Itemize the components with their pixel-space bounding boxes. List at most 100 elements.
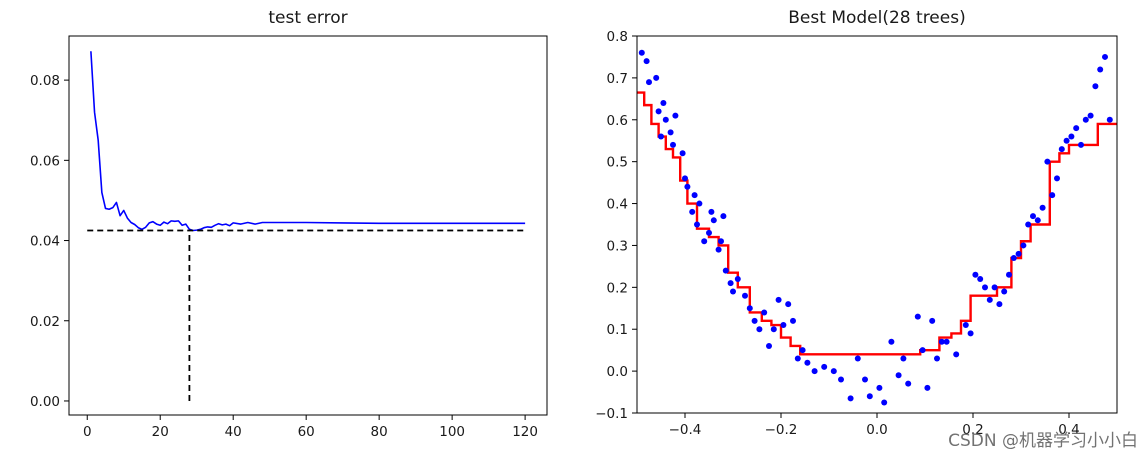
test-error-x-tick-label: 120 [512, 424, 538, 440]
best-model-data-point [722, 267, 729, 274]
best-model-data-point [862, 376, 868, 383]
best-model-y-tick-label: 0.1 [607, 322, 628, 338]
best-model-y-tick-label: 0.3 [607, 238, 628, 254]
best-model-data-point [967, 330, 974, 337]
best-model-data-point [1039, 204, 1046, 211]
best-model-data-point [660, 100, 667, 107]
best-model-data-point [1068, 133, 1075, 140]
best-model-data-point [830, 368, 837, 375]
best-model-data-point [794, 355, 801, 362]
best-model-data-point [667, 129, 674, 136]
best-model-data-point [679, 150, 686, 157]
best-model-data-point [938, 338, 945, 345]
best-model-data-point [761, 309, 768, 316]
best-model-data-point [1049, 192, 1056, 199]
best-model-data-point [694, 221, 700, 228]
best-model-data-point [1087, 112, 1094, 119]
best-model-data-point [670, 141, 676, 148]
test-error-error-line [90, 51, 526, 232]
best-model-data-point [691, 192, 698, 199]
best-model-data-point [1044, 158, 1051, 165]
best-model-data-point [996, 301, 1003, 308]
test-error-y-tick-label: 0.08 [30, 73, 60, 89]
best-model-data-point [1006, 271, 1012, 278]
test-error-y-tick-label: 0.02 [30, 314, 60, 330]
best-model-data-point [1106, 116, 1113, 123]
best-model-y-tick-label: 0.6 [607, 113, 628, 129]
best-model-data-point [1097, 66, 1104, 73]
best-model-data-point [838, 376, 844, 383]
best-model-y-axis: −0.1 0.0 0.1 0.2 0.3 0.4 0.5 0.6 0.7 0.8 [595, 29, 637, 422]
best-model-data-point [854, 355, 861, 362]
best-model-data-point [1001, 288, 1008, 295]
best-model-data-point [1015, 250, 1022, 257]
test-error-x-tick-label: 60 [298, 424, 315, 440]
best-model-data-point [742, 292, 748, 299]
best-model-y-tick-label: 0.8 [607, 29, 628, 45]
best-model-data-point [986, 296, 993, 303]
best-model-data-point [770, 326, 777, 333]
best-model-data-point [655, 108, 662, 115]
best-model-data-point [646, 79, 652, 86]
best-model-data-point [662, 116, 669, 123]
best-model-data-point [1078, 141, 1084, 148]
test-error-x-tick-label: 0 [83, 424, 92, 440]
best-model-data-point [1034, 217, 1041, 224]
best-model-data-point [1010, 255, 1017, 262]
best-model-data-point [881, 399, 888, 406]
best-model-data-point [1092, 83, 1099, 90]
best-model-data-point [934, 355, 940, 362]
test-error-x-tick-label: 100 [439, 424, 465, 440]
best-model-data-point [756, 326, 763, 333]
test-error-axes-frame [68, 35, 548, 416]
best-model-y-tick-label: −0.1 [595, 406, 628, 422]
best-model-y-tick-label: 0.7 [607, 71, 628, 87]
best-model-data-point [895, 372, 902, 379]
best-model-data-point [962, 322, 969, 329]
best-model-chart: Best Model(28 trees) −0.4 −0.2 0.0 0.2 0.4 −… [595, 8, 1118, 438]
best-model-data-point [804, 359, 811, 366]
best-model-data-point [780, 322, 787, 329]
best-model-data-point [943, 338, 950, 345]
best-model-data-point [1020, 242, 1027, 249]
best-model-data-point [727, 280, 734, 287]
csdn-watermark: CSDN @机器学习小小白 [948, 431, 1138, 451]
best-model-data-point [1030, 213, 1036, 220]
best-model-data-point [710, 217, 717, 224]
best-model-data-point [1082, 116, 1089, 123]
best-model-data-point [720, 213, 727, 220]
best-model-data-point [689, 208, 696, 215]
best-model-data-point [746, 305, 753, 312]
best-model-y-tick-label: 0.4 [607, 197, 628, 213]
best-model-data-point [900, 355, 907, 362]
best-model-data-point [991, 284, 998, 291]
best-model-y-tick-label: 0.2 [607, 280, 628, 296]
best-model-data-point [929, 317, 936, 324]
best-model-data-point [718, 238, 724, 245]
best-model-x-tick-label: −0.2 [765, 422, 798, 438]
test-error-y-axis: 0.00 0.02 0.04 0.06 0.08 [30, 73, 69, 410]
best-model-data-point [1058, 146, 1065, 153]
best-model-data-point [715, 246, 722, 253]
best-model-plot-area [637, 49, 1117, 406]
best-model-data-point [643, 58, 650, 65]
best-model-data-point [977, 275, 984, 282]
best-model-data-point [1054, 175, 1060, 182]
test-error-x-tick-label: 20 [152, 424, 169, 440]
best-model-data-point [821, 363, 828, 370]
best-model-data-point [1102, 53, 1108, 60]
best-model-data-point [924, 384, 931, 391]
test-error-x-axis: 0 20 40 60 80 100 120 [83, 415, 538, 440]
best-model-data-point [706, 229, 712, 236]
chart-title-best-model: Best Model(28 trees) [788, 8, 965, 28]
test-error-chart: test error 0 20 40 60 80 100 120 0.000.020.040… [30, 8, 548, 440]
best-model-data-point [1025, 221, 1032, 228]
best-model-data-point [684, 183, 691, 190]
best-model-data-point [876, 384, 883, 391]
best-model-data-point [682, 175, 688, 182]
best-model-data-point [775, 296, 782, 303]
best-model-x-axis: −0.4 −0.2 0.0 0.2 0.4 [669, 413, 1080, 438]
best-model-data-point [982, 284, 988, 291]
best-model-data-point [766, 342, 772, 349]
